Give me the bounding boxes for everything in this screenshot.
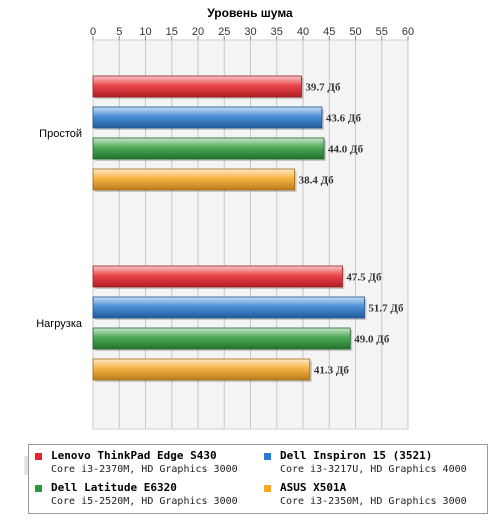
legend-name-asus: ASUS X501A bbox=[280, 481, 347, 494]
bar bbox=[92, 265, 343, 288]
bar-value-label: 38.4 Дб bbox=[299, 175, 335, 187]
x-tick-label: 30 bbox=[244, 26, 256, 38]
bar bbox=[92, 168, 296, 191]
bar-value-label: 44.0 Дб bbox=[328, 144, 364, 156]
x-tick-label: 55 bbox=[376, 26, 388, 38]
bar-value-label: 39.7 Дб bbox=[305, 82, 341, 94]
x-tick-label: 40 bbox=[297, 26, 309, 38]
x-tick-label: 20 bbox=[192, 26, 204, 38]
legend-swatch-dell-inspiron bbox=[264, 453, 271, 460]
legend-desc-lenovo: Core i3-2370M, HD Graphics 3000 bbox=[51, 464, 238, 475]
bar bbox=[92, 106, 323, 129]
x-tick-label: 45 bbox=[323, 26, 335, 38]
category-label: Простой bbox=[39, 128, 82, 140]
bar bbox=[92, 358, 311, 381]
chart-title: Уровень шума bbox=[207, 6, 293, 20]
bar-value-label: 49.0 Дб bbox=[354, 334, 390, 346]
x-tick-label: 25 bbox=[218, 26, 230, 38]
legend-swatch-dell-latitude bbox=[35, 485, 42, 492]
x-tick-label: 35 bbox=[271, 26, 283, 38]
legend-name-lenovo: Lenovo ThinkPad Edge S430 bbox=[51, 449, 217, 462]
legend-name-dell-latitude: Dell Latitude E6320 bbox=[51, 481, 177, 494]
bar bbox=[92, 327, 351, 350]
category-label: Нагрузка bbox=[36, 318, 83, 330]
legend-desc-asus: Core i3-2350M, HD Graphics 3000 bbox=[280, 496, 467, 507]
x-tick-label: 5 bbox=[116, 26, 122, 38]
legend-swatch-lenovo bbox=[35, 453, 42, 460]
bar-value-label: 43.6 Дб bbox=[326, 113, 362, 125]
bar bbox=[92, 75, 302, 98]
x-tick-label: 50 bbox=[349, 26, 361, 38]
bar-value-label: 51.7 Дб bbox=[368, 303, 404, 315]
legend: Lenovo ThinkPad Edge S430 Core i3-2370M,… bbox=[28, 444, 488, 514]
x-tick-label: 10 bbox=[139, 26, 151, 38]
legend-swatch-asus bbox=[264, 485, 271, 492]
bar-value-label: 47.5 Дб bbox=[346, 272, 382, 284]
legend-name-dell-inspiron: Dell Inspiron 15 (3521) bbox=[280, 449, 433, 462]
x-tick-label: 0 bbox=[90, 26, 96, 38]
legend-desc-dell-latitude: Core i5-2520M, HD Graphics 3000 bbox=[51, 496, 238, 507]
x-tick-label: 15 bbox=[166, 26, 178, 38]
legend-desc-dell-inspiron: Core i3-3217U, HD Graphics 4000 bbox=[280, 464, 467, 475]
x-tick-label: 60 bbox=[402, 26, 414, 38]
bar bbox=[92, 137, 325, 160]
noise-level-chart: Уровень шума 0 5 10 15 20 25 30 35 40 45 50 55 60 Про… bbox=[36, 6, 414, 430]
bar-value-label: 41.3 Дб bbox=[314, 365, 350, 377]
bar bbox=[92, 296, 365, 319]
